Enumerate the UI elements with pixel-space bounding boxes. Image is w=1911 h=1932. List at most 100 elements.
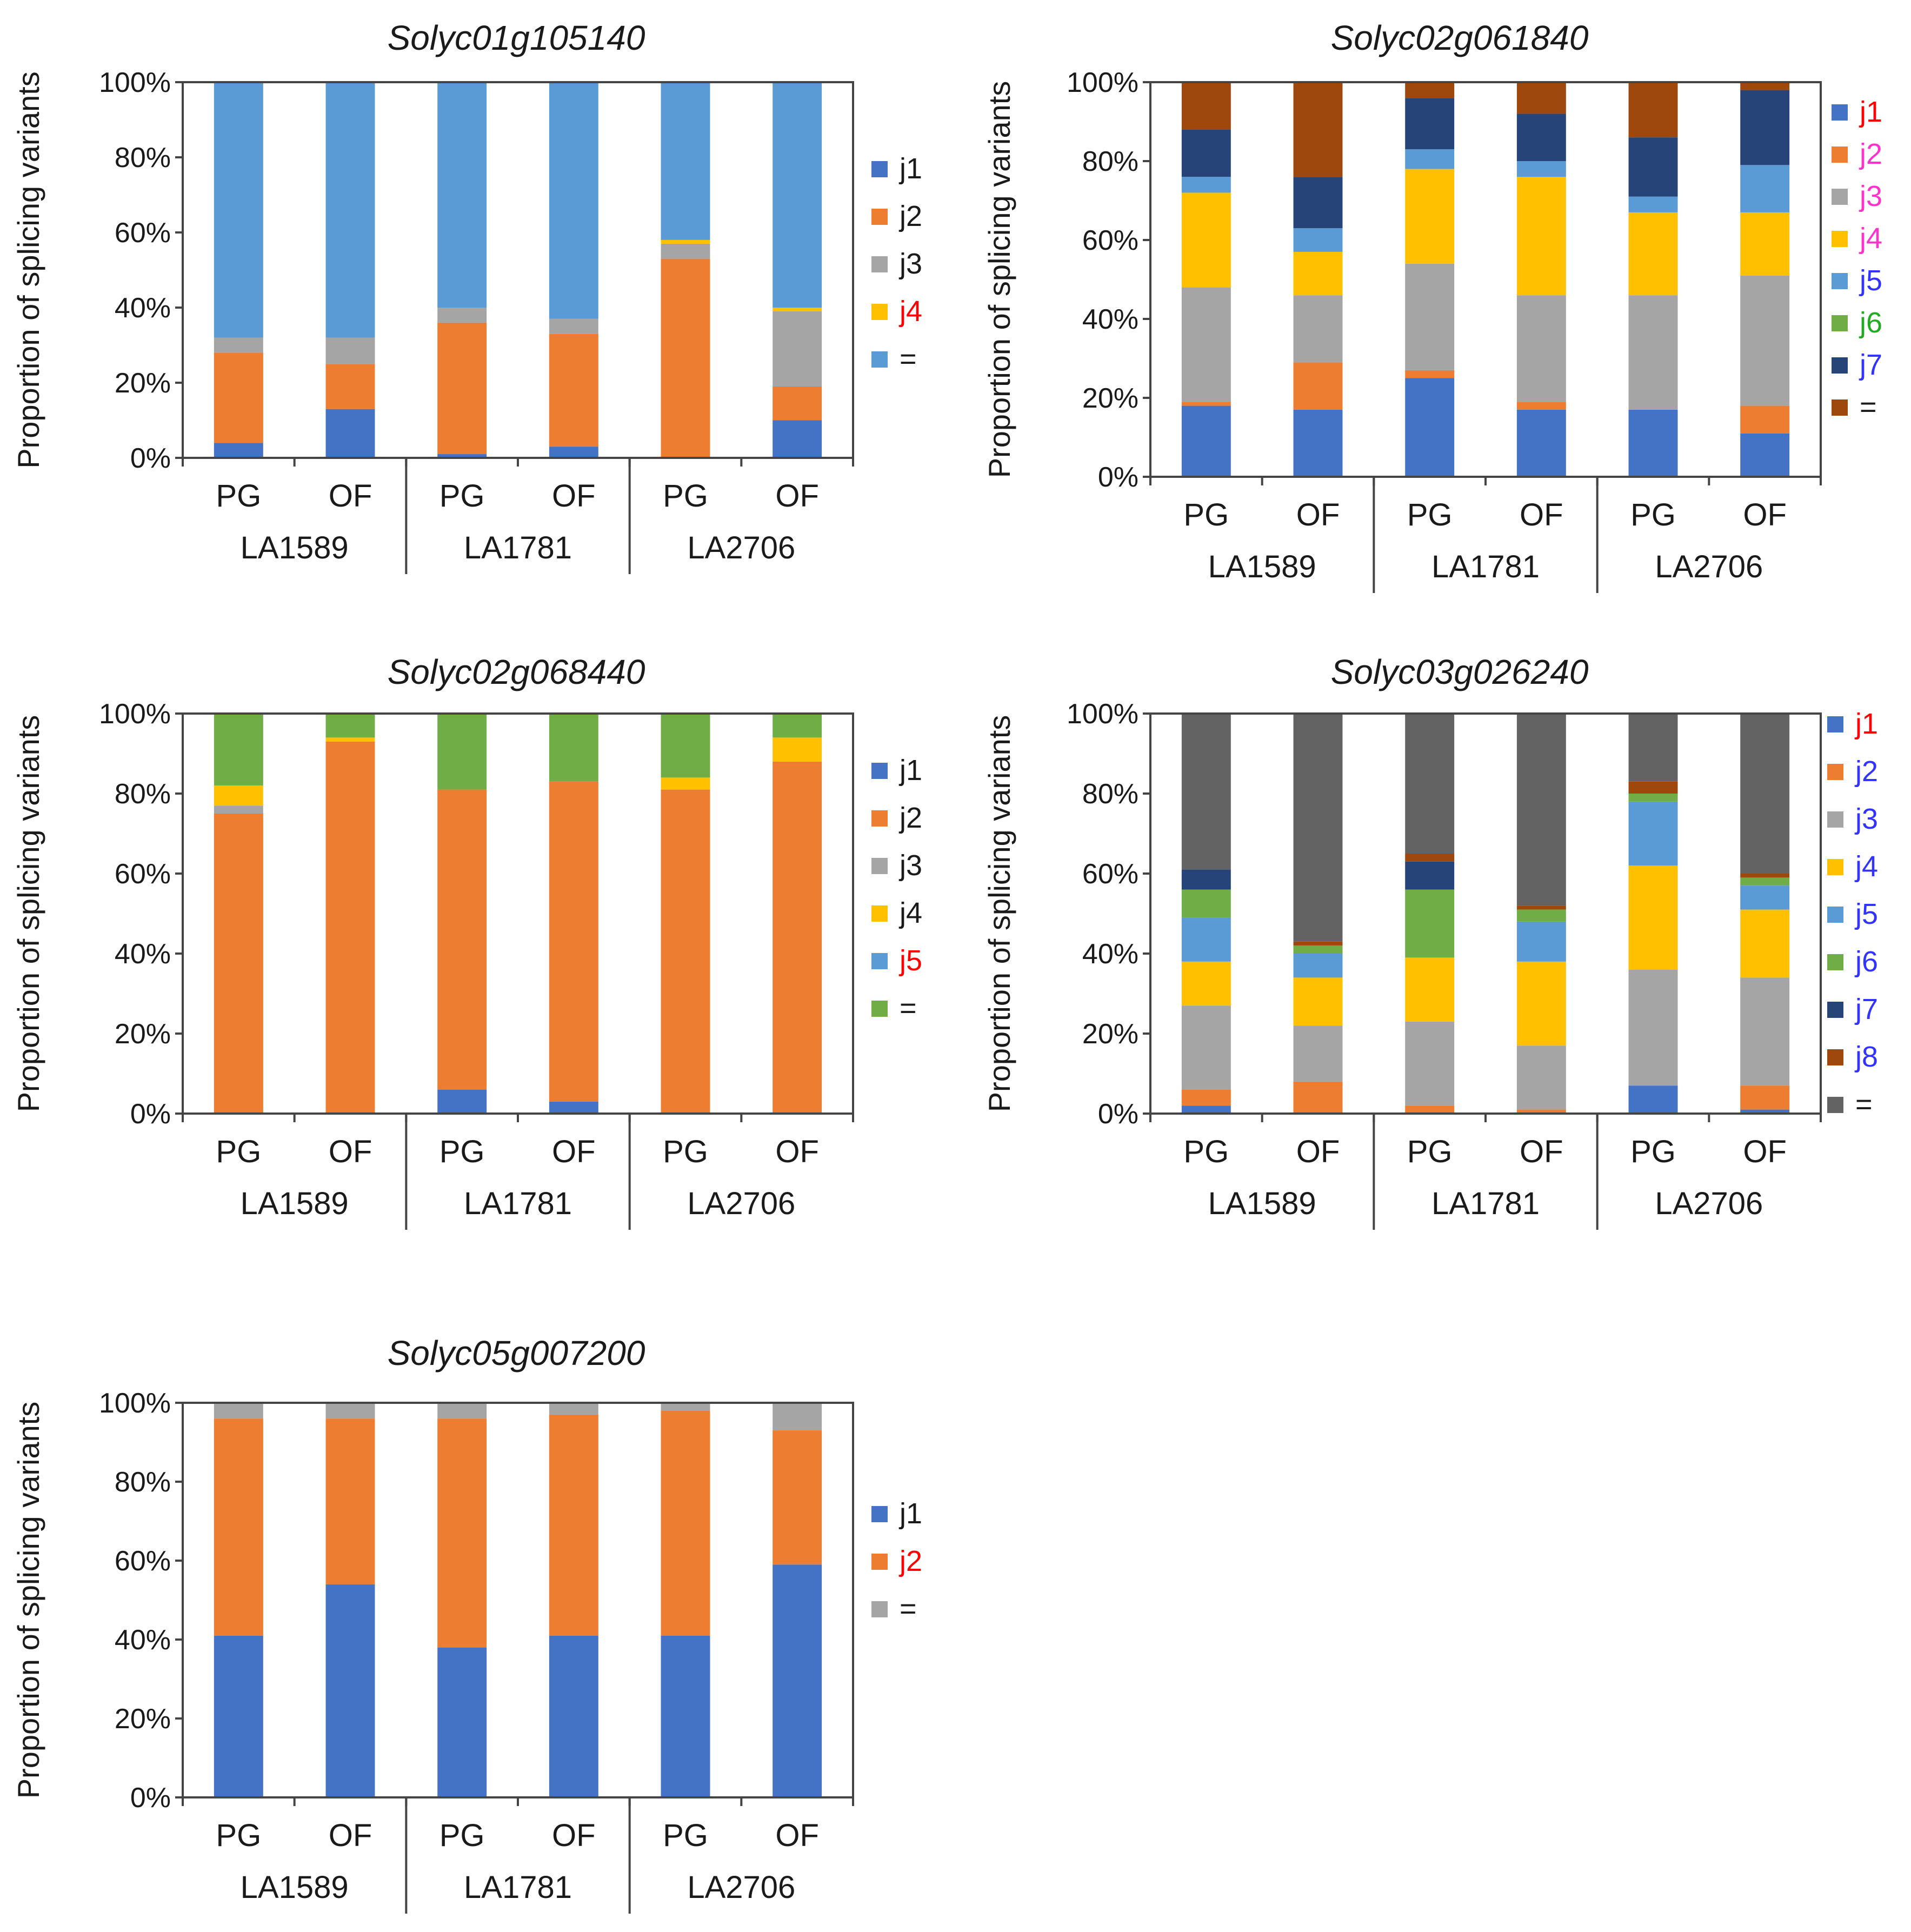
legend: j1 j2 j3 j4 j5 j6 j7 = xyxy=(1832,96,1882,423)
bar-segment-j5-2 xyxy=(1293,954,1343,978)
bar-segment-j4-2 xyxy=(1293,977,1343,1026)
legend-label-eq: = xyxy=(1855,1088,1873,1121)
bar-segment-j8-6 xyxy=(1740,874,1790,878)
legend-label-j3: j3 xyxy=(1854,803,1878,835)
y-tick-label: 40% xyxy=(115,292,171,324)
chart-title: Solyc02g061840 xyxy=(1331,18,1589,57)
legend-label-j1: j1 xyxy=(898,152,922,185)
bar-segment-j3-6 xyxy=(1740,977,1790,1086)
x-category-label: OF xyxy=(329,1818,372,1853)
bar-segment-j3-2 xyxy=(1293,1025,1343,1082)
bar-segment-j5-5 xyxy=(1628,196,1678,212)
y-tick-label: 40% xyxy=(115,1624,171,1656)
x-category-label: OF xyxy=(1520,497,1563,532)
legend-swatch-j8 xyxy=(1827,1049,1843,1065)
x-category-label: PG xyxy=(216,478,261,514)
bar-segment-eq-2 xyxy=(325,714,375,738)
bar-segment-j2-3 xyxy=(437,322,487,455)
y-axis-label: Proportion of splicing variants xyxy=(11,715,45,1112)
bar-segment-j1-4 xyxy=(549,1101,598,1114)
bar-segment-j2-3 xyxy=(437,1418,487,1648)
bar-segment-j3-2 xyxy=(1293,295,1343,363)
y-tick-label: 60% xyxy=(115,1545,171,1577)
bar-segment-eq-1 xyxy=(214,714,263,786)
bar-segment-j7-3 xyxy=(1405,861,1455,890)
x-category-label: OF xyxy=(775,478,819,514)
chart-panel-3: Solyc02g068440 Proportion of splicing var… xyxy=(11,652,922,1230)
bar-segment-j2-6 xyxy=(773,761,822,1114)
chart-panel-4: Solyc03g026240 Proportion of splicing var… xyxy=(982,652,1878,1230)
bar-segment-eq-4 xyxy=(1516,82,1566,114)
legend-label-j7: j7 xyxy=(1859,349,1882,381)
bar-segment-j7-5 xyxy=(1628,137,1678,197)
x-category-label: PG xyxy=(216,1134,261,1169)
x-category-label: PG xyxy=(663,1818,708,1853)
legend-label-j8: j8 xyxy=(1854,1041,1878,1073)
x-category-label: OF xyxy=(1743,497,1787,532)
bar-segment-j1-6 xyxy=(1740,433,1790,477)
plot-frame xyxy=(1149,712,1822,1115)
bar-segment-j2-3 xyxy=(1405,1105,1455,1114)
x-category-label: PG xyxy=(1630,1134,1676,1169)
bar-segment-eq-6 xyxy=(1740,82,1790,90)
y-tick-label: 20% xyxy=(115,1018,171,1050)
bar-segment-j2-6 xyxy=(773,1430,822,1565)
bar-segment-j7-4 xyxy=(1516,114,1566,161)
bar-segment-j6-4 xyxy=(1516,909,1566,922)
bar-segment-j1-3 xyxy=(437,1647,487,1797)
bar-segment-j1-1 xyxy=(1181,405,1231,477)
bar-segment-eq-3 xyxy=(437,1403,487,1419)
legend-label-j4: j4 xyxy=(898,897,922,929)
bar-segment-j1-2 xyxy=(325,409,375,458)
chart-panel-5: Solyc05g007200 Proportion of splicing var… xyxy=(11,1334,922,1914)
bar-segment-j8-3 xyxy=(1405,854,1455,862)
bar-segment-j1-2 xyxy=(1293,409,1343,477)
x-category-label: PG xyxy=(1183,1134,1229,1169)
bar-segment-j6-5 xyxy=(1628,794,1678,802)
legend-label-j4: j4 xyxy=(898,295,922,328)
bar-segment-j8-2 xyxy=(1293,941,1343,946)
x-category-label: PG xyxy=(440,1818,485,1853)
bar-segment-j1-3 xyxy=(437,1089,487,1114)
x-category-label: PG xyxy=(440,478,485,514)
bar-segment-eq-2 xyxy=(325,82,375,338)
legend-swatch-j4 xyxy=(1827,859,1843,875)
bar-segment-j2-1 xyxy=(214,1418,263,1636)
chart-panel-1: Solyc01g105140 Proportion of splicing var… xyxy=(11,18,922,574)
bar-segment-j4-1 xyxy=(214,785,263,806)
bar-segment-eq-4 xyxy=(549,82,598,319)
legend-swatch-j1 xyxy=(1827,716,1843,732)
bar-segment-j2-1 xyxy=(214,814,263,1114)
legend-label-eq: = xyxy=(900,992,917,1024)
legend-swatch-j3 xyxy=(871,256,888,272)
bar-segment-j2-5 xyxy=(661,258,710,458)
y-tick-label: 0% xyxy=(130,443,171,474)
bar-segment-j3-6 xyxy=(773,311,822,387)
x-group-label: LA1589 xyxy=(1208,1186,1316,1221)
bar-segment-j7-6 xyxy=(1740,90,1790,165)
y-tick-label: 40% xyxy=(1082,938,1138,970)
bar-segment-eq-3 xyxy=(1405,714,1455,854)
bar-segment-j6-3 xyxy=(1405,889,1455,958)
x-category-label: OF xyxy=(552,478,596,514)
bar-segment-j4-1 xyxy=(1181,192,1231,288)
legend-label-j4: j4 xyxy=(1854,850,1878,883)
bar-segment-j3-3 xyxy=(1405,263,1455,370)
bar-segment-j4-1 xyxy=(1181,961,1231,1006)
legend-label-j3: j3 xyxy=(898,849,922,882)
bar-segment-j3-5 xyxy=(661,243,710,259)
y-tick-label: 100% xyxy=(99,698,171,730)
legend-swatch-j2 xyxy=(871,810,888,827)
bar-segment-j3-2 xyxy=(325,337,375,364)
bar-segment-j5-6 xyxy=(1740,885,1790,910)
x-group-label: LA2706 xyxy=(687,1186,795,1221)
y-tick-label: 100% xyxy=(99,1388,171,1419)
bar-segment-j5-4 xyxy=(1516,161,1566,177)
bar-segment-eq-2 xyxy=(1293,714,1343,942)
bar-segment-j3-5 xyxy=(1628,969,1678,1086)
legend-label-j1: j1 xyxy=(898,754,922,787)
bar-segment-j2-2 xyxy=(1293,362,1343,410)
bar-segment-j1-6 xyxy=(1740,1109,1790,1114)
bar-segment-j1-4 xyxy=(1516,409,1566,477)
